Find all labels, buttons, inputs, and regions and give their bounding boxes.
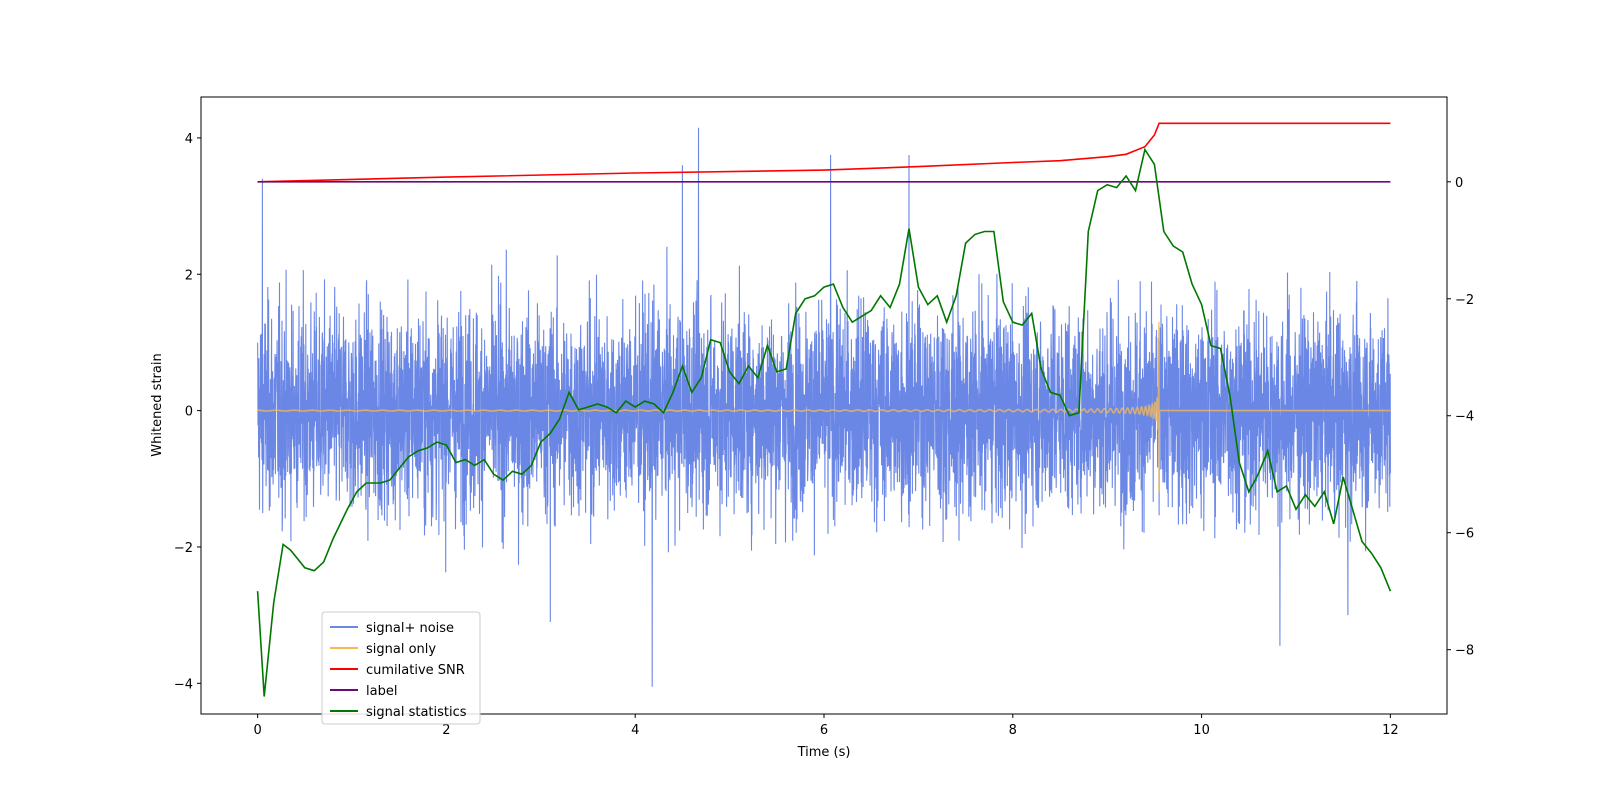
y-axis-right: −8 −6 −4 −2 0 — [1447, 176, 1474, 659]
x-tick-label: 4 — [631, 723, 639, 738]
x-tick-label: 8 — [1009, 723, 1017, 738]
legend-label: signal+ noise — [366, 621, 454, 636]
legend-label: label — [366, 684, 397, 699]
y-axis-left: −4 −2 0 2 4 — [174, 132, 201, 692]
legend-box — [321, 611, 481, 725]
x-tick-label: 0 — [253, 723, 261, 738]
y-tick-label: −2 — [174, 541, 193, 556]
legend-label: signal statistics — [366, 705, 467, 720]
y-tick-label: 2 — [185, 268, 193, 283]
x-tick-label: 10 — [1193, 723, 1210, 738]
legend-label: cumilative SNR — [366, 663, 465, 678]
plot-series — [256, 122, 1392, 697]
x-axis-title: Time (s) — [797, 745, 851, 760]
y2-tick-label: −2 — [1455, 293, 1474, 308]
y-tick-label: 0 — [185, 405, 193, 420]
x-tick-label: 6 — [820, 723, 828, 738]
y2-tick-label: −6 — [1455, 527, 1474, 542]
series-line-signal-statistics — [256, 147, 1392, 697]
y-tick-label: 4 — [185, 132, 193, 147]
legend-label: signal only — [366, 642, 436, 657]
y2-tick-label: 0 — [1455, 176, 1463, 191]
y-axis-title: Whitened strain — [150, 353, 165, 456]
y-tick-label: −4 — [174, 677, 193, 692]
x-tick-label: 12 — [1382, 723, 1399, 738]
series-line-cumilative-snr — [257, 122, 1391, 183]
y2-tick-label: −4 — [1455, 410, 1474, 425]
series-line-signal-only — [257, 321, 1391, 493]
y2-tick-label: −8 — [1455, 644, 1474, 659]
legend: signal+ noise signal only cumilative SNR la… — [321, 611, 481, 725]
x-tick-label: 2 — [442, 723, 450, 738]
